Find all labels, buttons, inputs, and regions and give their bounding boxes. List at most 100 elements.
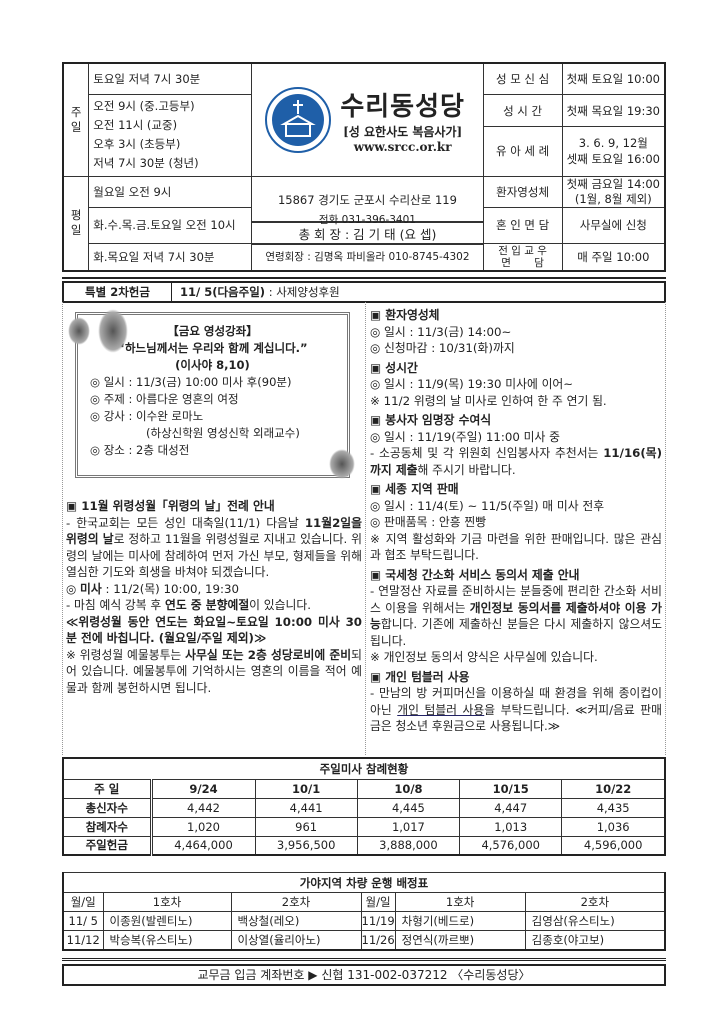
header-cell: 월/일 [360, 892, 396, 912]
table-cell: 4,464,000 [150, 835, 256, 856]
right-value-2: 3. 6. 9, 12월 셋째 토요일 16:00 [566, 136, 660, 166]
section-heading: ▣ 성시간 [370, 360, 662, 377]
weekday-label: 평 일 [62, 175, 90, 272]
lecture-box: 【금요 영성강좌】 “하느님께서는 우리와 함께 계십니다.” (이사야 8,1… [68, 309, 355, 479]
right-value-4: 사무실에 신청 [561, 206, 666, 244]
right-label-5: 전 입 교 우 면 담 [482, 242, 563, 272]
text-segment: ※ 11/2 위령의 날 미사로 인하여 한 주 연기 됨. [370, 393, 607, 408]
table-cell: 4,445 [356, 797, 461, 818]
right-value-5: 매 주일 10:00 [561, 242, 666, 272]
text-segment: ▣ 환자영성체 [370, 308, 440, 322]
table-cell: 1,017 [356, 816, 461, 837]
right-value-3: 첫째 금요일 14:00 (1월, 8월 제외) [561, 175, 666, 208]
table-cell: 3,888,000 [356, 835, 461, 856]
attendance-table: 주일미사 참례현황 주 일 9/24 10/1 10/8 10/15 10/22… [62, 757, 666, 856]
table-cell: 4,596,000 [561, 835, 666, 856]
table-cell: 3,956,500 [254, 835, 358, 856]
section-heading: ▣ 환자영성체 [370, 307, 662, 324]
text-segment: ▣ 봉사자 임명장 수여식 [370, 413, 492, 427]
weekday-time: 월요일 오전 9시 [88, 175, 253, 208]
sunday-label: 주 일 [62, 62, 90, 177]
decor-dot [329, 449, 355, 479]
text-segment: ※ 지역 활성화와 기금 마련을 위한 판매입니다. 많은 관심과 협조 부탁드… [370, 531, 662, 563]
right-label-3: 환자영성체 [482, 175, 563, 208]
divider [62, 277, 666, 279]
church-name: 수리동성당 [340, 91, 465, 122]
text-segment: ▣ 11월 위령성월「위령의 날」전례 안내 [66, 499, 275, 513]
church-logo-block: 수리동성당 [성 요한사도 복음사가] www.srcc.or.kr [251, 62, 484, 177]
special-date: 11/ 5(다음주일) [180, 285, 266, 299]
sunday-time: 저녁 7시 30분 (청년) [93, 156, 199, 170]
special-offering: 특별 2차헌금 11/ 5(다음주일) : 사제양성후원 [62, 281, 666, 303]
text-segment: ▣ 세종 지역 판매 [370, 482, 459, 496]
text-segment: ◎ 일시 : 11/19(주일) 11:00 미사 중 [370, 429, 560, 444]
table-cell: 정연식(까르뽀) [394, 930, 526, 950]
church-seal-icon [265, 86, 332, 153]
table-cell: 1,020 [150, 816, 256, 837]
lecture-item: ◎ 장소 : 2층 대성전 [90, 443, 190, 457]
text-segment: ◎ 일시 : 11/3(금) 14:00~ [370, 324, 512, 339]
lecture-item: ◎ 주제 : 아름다운 영혼의 여정 [90, 392, 239, 406]
paragraph: ◎ 신청마감 : 10/31(화)까지 [370, 340, 662, 357]
text-segment: ▣ 국세청 간소화 서비스 동의서 제출 안내 [370, 567, 580, 582]
paragraph: - 마침 예식 강복 후 연도 중 분향예절이 있습니다. [66, 597, 362, 614]
header-cell: 10/1 [254, 778, 358, 799]
text-segment: 사무실 또는 2층 성당로비에 준비 [185, 647, 352, 662]
sunday-sat: 토요일 저녁 7시 30분 [88, 62, 253, 95]
text-segment: ◎ 판매품목 : 안흥 찐빵 [370, 515, 487, 529]
decor-dot [98, 309, 128, 353]
header-cell: 주 일 [62, 778, 153, 799]
text-segment: ※ 위령성월 예물봉투는 [66, 647, 186, 662]
paragraph: ◎ 일시 : 11/4(토) ~ 11/5(주일) 매 미사 전후 [370, 498, 662, 515]
table-row: 11/ 5 이종원(발렌티노) 백상철(레오) 11/19 차형기(베드로) 김영삼(유스… [62, 911, 666, 931]
memorial-notice: ▣ 11월 위령성월「위령의 날」전례 안내 - 한국교회는 모든 성인 대축일(… [66, 495, 362, 696]
text-segment: 연도 중 분향예절 [164, 598, 250, 612]
header-cell: 1호차 [394, 892, 526, 912]
sunday-time: 오후 3시 (초등부) [93, 137, 181, 151]
table-cell: 1,013 [459, 816, 563, 837]
vehicle-title: 가야지역 차량 운행 배정표 [62, 872, 666, 893]
section-heading: ▣ 세종 지역 판매 [370, 481, 662, 498]
paragraph: - 연말정산 자료를 준비하시는 분들중에 편리한 간소화 서비스 이용을 위해… [370, 583, 662, 649]
header-table: 주 일 토요일 저녁 7시 30분 수리동성당 [성 요한사도 복음사가] ww… [62, 62, 666, 272]
paragraph: ≪위령성월 동안 연도는 화요일~토요일 10:00 미사 30분 전에 바칩니… [66, 614, 362, 647]
table-cell: 961 [254, 816, 358, 837]
table-cell: 11/19 [360, 911, 396, 931]
table-row: 참례자수 1,020 961 1,017 1,013 1,036 [62, 816, 666, 837]
paragraph: - 만남의 방 커피머신을 이용하실 때 환경을 위해 종이컵이 아닌 개인 텀… [370, 685, 662, 735]
right-label-1: 성 시 간 [483, 95, 562, 127]
text-segment: ▣ 개인 텀블러 사용 [370, 669, 470, 684]
table-cell: 주일헌금 [62, 835, 153, 856]
section-heading: ▣ 11월 위령성월「위령의 날」전례 안내 [66, 498, 362, 515]
right-value-0: 첫째 토요일 10:00 [561, 62, 666, 95]
table-cell: 4,435 [561, 797, 666, 818]
table-cell: 11/26 [360, 930, 396, 950]
right-label-2: 유 아 세 례 [495, 144, 550, 158]
paragraph: ◎ 일시 : 11/19(주일) 11:00 미사 중 [370, 429, 662, 446]
header-cell: 2호차 [524, 892, 666, 912]
text-segment: 개인정보 동의서를 제출하셔야 이용 가능 [370, 600, 662, 632]
divider [62, 958, 666, 961]
sunday-time: 오전 11시 (교중) [93, 118, 178, 132]
table-cell: 김종호(야고보) [524, 930, 666, 950]
website-link[interactable]: www.srcc.or.kr [353, 139, 452, 154]
text-segment: ◎ 신청마감 : 10/31(화)까지 [370, 341, 515, 355]
paragraph: - 한국교회는 모든 성인 대축일(11/1) 다음날 11월2일을 위령의 날… [66, 515, 362, 581]
text-segment: ◎ 일시 : 11/4(토) ~ 11/5(주일) 매 미사 전후 [370, 498, 605, 513]
table-cell: 이종원(발렌티노) [102, 911, 232, 931]
text-segment: ◎ 일시 : 11/9(목) 19:30 미사에 이어~ [370, 377, 574, 391]
right-pair-values: 첫째 목요일 19:30 3. 6. 9, 12월 셋째 토요일 16:00 [561, 93, 666, 177]
announcements: ▣ 환자영성체 ◎ 일시 : 11/3(금) 14:00~ ◎ 신청마감 : 10/… [370, 304, 662, 735]
text-segment: 을 부탁드립니다. ≪커피/음료 판매금은 청소년 후원금으로 사용됩니다.≫ [370, 702, 662, 734]
weekday-time: 화.목요일 저녁 7시 30분 [88, 242, 253, 272]
section-heading: ▣ 개인 텀블러 사용 [370, 669, 662, 686]
table-cell: 1,036 [561, 816, 666, 837]
header-cell: 월/일 [62, 892, 104, 912]
header-cell: 10/22 [561, 778, 666, 799]
table-row: 주 일 9/24 10/1 10/8 10/15 10/22 [62, 778, 666, 799]
text-segment: ◎ [66, 581, 81, 596]
table-row: 11/12 박승복(유스티노) 이상열(율리아노) 11/26 정연식(까르뽀) 김종호(… [62, 930, 666, 950]
lecture-title: 【금요 영성강좌】 [167, 324, 258, 338]
text-segment: ≪위령성월 동안 연도는 화요일~토요일 10:00 미사 30분 전에 바칩니… [66, 614, 362, 646]
vehicle-table: 가야지역 차량 운행 배정표 월/일 1호차 2호차 월/일 1호차 2호차 1… [62, 872, 666, 951]
